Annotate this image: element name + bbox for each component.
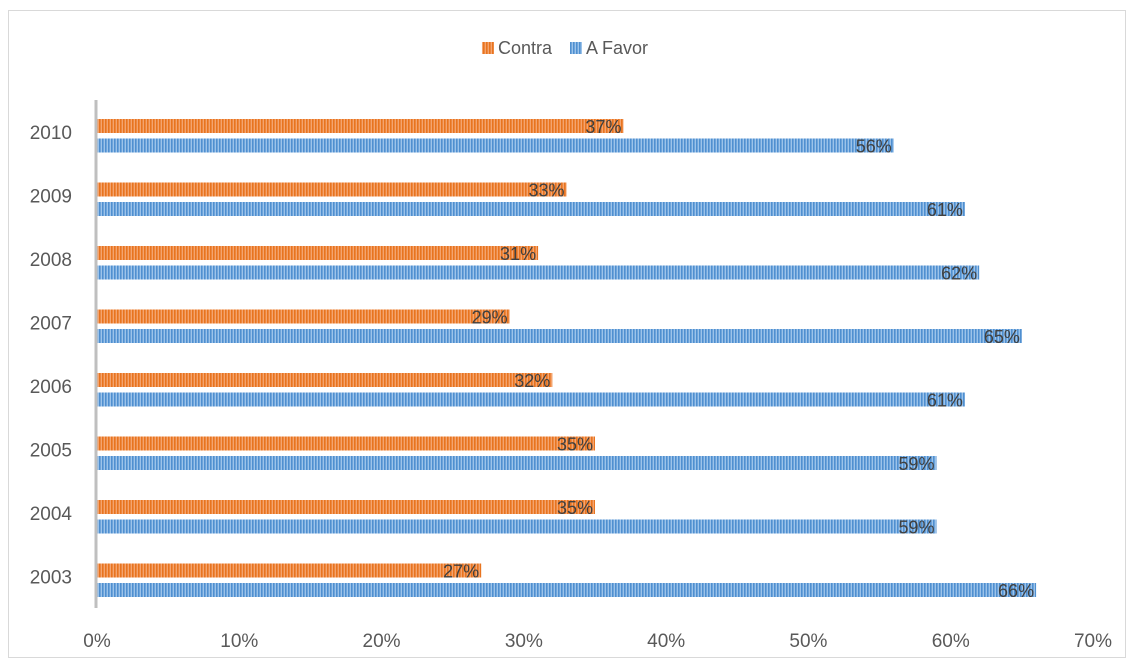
x-tick-label-40: 40% bbox=[647, 631, 685, 652]
bar-a-favor-2003 bbox=[97, 583, 1037, 597]
data-label-a-favor-2009: 61% bbox=[927, 200, 963, 220]
bar-contra-2008 bbox=[97, 246, 539, 260]
bar-a-favor-2004 bbox=[97, 519, 937, 534]
bar-contra-2006 bbox=[97, 373, 553, 387]
legend-swatch-a-favor bbox=[570, 42, 582, 54]
bar-a-favor-2008 bbox=[97, 265, 980, 280]
bar-a-favor-2006 bbox=[97, 392, 965, 407]
data-label-a-favor-2010: 56% bbox=[856, 137, 892, 157]
bar-contra-2009 bbox=[97, 182, 567, 197]
x-tick-label-30: 30% bbox=[505, 631, 543, 652]
data-label-contra-2010: 37% bbox=[585, 117, 621, 137]
legend-swatch-contra bbox=[481, 42, 494, 54]
bar-a-favor-2009 bbox=[97, 202, 965, 216]
legend-label-contra: Contra bbox=[498, 38, 553, 58]
bar-a-favor-2005 bbox=[97, 456, 937, 470]
data-label-contra-2003: 27% bbox=[443, 562, 479, 582]
bar-contra-2004 bbox=[97, 500, 595, 514]
data-label-contra-2009: 33% bbox=[529, 181, 565, 201]
y-tick-label-2007: 2007 bbox=[30, 313, 72, 334]
bar-contra-2003 bbox=[97, 563, 482, 578]
bar-a-favor-2007 bbox=[97, 329, 1022, 343]
y-tick-label-2009: 2009 bbox=[30, 186, 72, 207]
y-tick-label-2010: 2010 bbox=[30, 123, 72, 144]
data-label-contra-2007: 29% bbox=[472, 308, 508, 328]
data-label-a-favor-2005: 59% bbox=[898, 454, 934, 474]
x-tick-label-20: 20% bbox=[363, 631, 401, 652]
bar-contra-2005 bbox=[97, 436, 595, 451]
y-tick-label-2004: 2004 bbox=[30, 504, 73, 525]
data-label-contra-2006: 32% bbox=[514, 371, 550, 391]
bars-group: 27% 66% 35% 59% 35% 59% 32% 61% 29% 65% 31% 62% 33% 6… bbox=[97, 117, 1037, 601]
bar-contra-2007 bbox=[97, 309, 510, 324]
data-label-a-favor-2004: 59% bbox=[898, 518, 934, 538]
data-label-a-favor-2006: 61% bbox=[927, 391, 963, 411]
x-tick-label-10: 10% bbox=[220, 631, 258, 652]
legend-label-a-favor: A Favor bbox=[586, 38, 648, 58]
axis-group: 2003 2004 2005 2006 2007 2008 2009 2010 0% 10% 20%… bbox=[30, 100, 1112, 652]
data-label-contra-2008: 31% bbox=[500, 244, 536, 264]
data-label-a-favor-2007: 65% bbox=[984, 327, 1020, 347]
bar-a-favor-2010 bbox=[97, 138, 894, 153]
legend: Contra A Favor bbox=[481, 38, 648, 58]
data-label-contra-2005: 35% bbox=[557, 435, 593, 455]
x-tick-label-50: 50% bbox=[789, 631, 827, 652]
x-tick-label-70: 70% bbox=[1074, 631, 1112, 652]
y-tick-label-2003: 2003 bbox=[30, 567, 72, 588]
y-tick-label-2008: 2008 bbox=[30, 250, 72, 271]
data-label-a-favor-2008: 62% bbox=[941, 264, 977, 284]
y-tick-label-2006: 2006 bbox=[30, 377, 72, 398]
data-label-contra-2004: 35% bbox=[557, 498, 593, 518]
x-tick-label-60: 60% bbox=[932, 631, 970, 652]
y-tick-label-2005: 2005 bbox=[30, 440, 72, 461]
data-label-a-favor-2003: 66% bbox=[998, 581, 1034, 601]
x-tick-label-0: 0% bbox=[83, 631, 111, 652]
bar-contra-2010 bbox=[97, 119, 624, 133]
